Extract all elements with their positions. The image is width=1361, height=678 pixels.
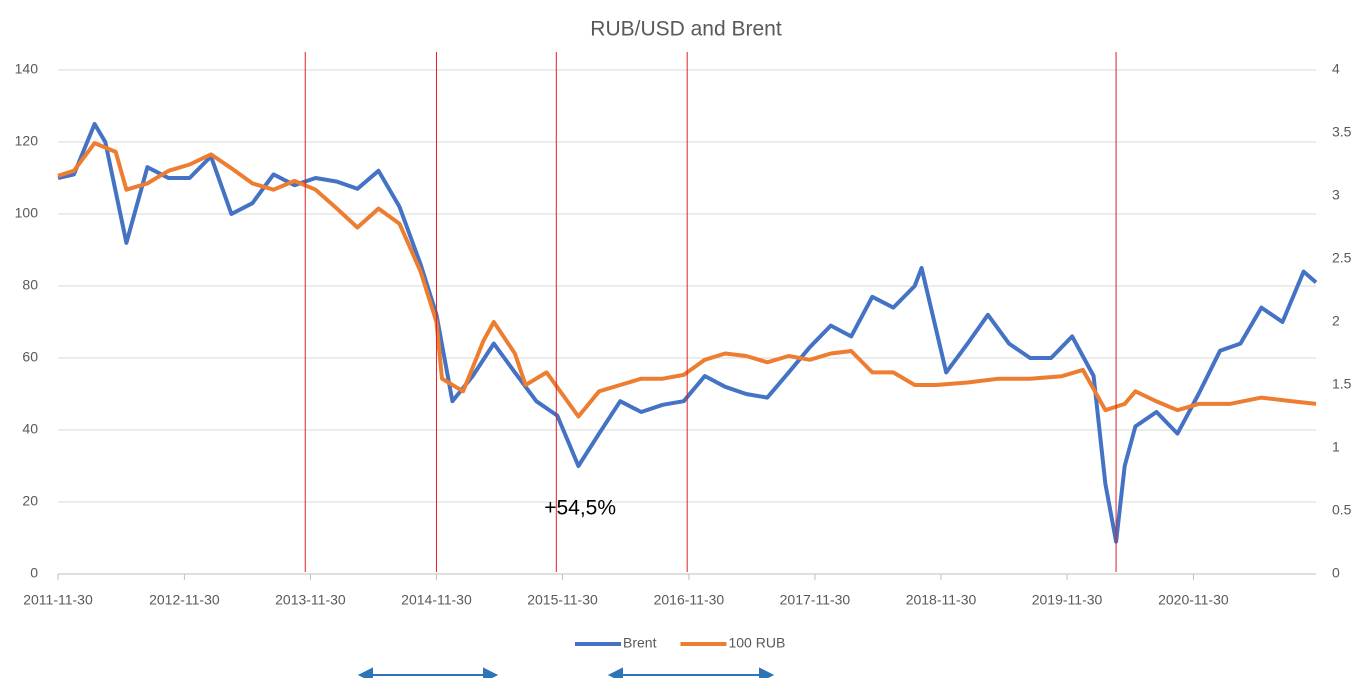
y2-tick-label: 3 bbox=[1332, 187, 1340, 203]
y-tick-label: 40 bbox=[22, 421, 38, 437]
y2-tick-label: 2 bbox=[1332, 313, 1340, 329]
y-tick-label: 60 bbox=[22, 349, 38, 365]
x-tick-label: 2014-11-30 bbox=[401, 592, 472, 608]
period-arrows bbox=[357, 667, 775, 678]
y2-tick-label: 3.5 bbox=[1332, 124, 1352, 140]
y2-tick-label: 4 bbox=[1332, 61, 1340, 77]
y-tick-label: 0 bbox=[30, 565, 38, 581]
chart-title: RUB/USD and Brent bbox=[590, 18, 782, 41]
y2-tick-label: 0.5 bbox=[1332, 502, 1352, 518]
legend-label: 100 RUB bbox=[728, 635, 785, 651]
y-tick-label: 20 bbox=[22, 493, 38, 509]
arrow-head bbox=[607, 667, 623, 678]
x-tick-label: 2020-11-30 bbox=[1158, 592, 1229, 608]
x-tick-label: 2019-11-30 bbox=[1032, 592, 1103, 608]
y-tick-label: 140 bbox=[15, 61, 39, 77]
y2-tick-label: 0 bbox=[1332, 565, 1340, 581]
y2-tick-label: 2.5 bbox=[1332, 250, 1352, 266]
y2-tick-label: 1 bbox=[1332, 439, 1340, 455]
y-tick-label: 120 bbox=[15, 133, 39, 149]
series-line bbox=[57, 141, 1317, 419]
x-tick-label: 2017-11-30 bbox=[780, 592, 851, 608]
y2-tick-label: 1.5 bbox=[1332, 376, 1352, 392]
x-tick-label: 2016-11-30 bbox=[654, 592, 725, 608]
arrow-head bbox=[759, 667, 775, 678]
y-tick-label: 100 bbox=[15, 205, 39, 221]
annotation: +54,5% bbox=[544, 497, 616, 520]
x-tick-label: 2013-11-30 bbox=[275, 592, 346, 608]
x-tick-label: 2011-11-30 bbox=[23, 592, 93, 608]
y-tick-label: 80 bbox=[22, 277, 38, 293]
x-tick-label: 2012-11-30 bbox=[149, 592, 220, 608]
arrow-head bbox=[357, 667, 373, 678]
x-tick-label: 2018-11-30 bbox=[906, 592, 977, 608]
series-line bbox=[57, 122, 1318, 544]
x-tick-label: 2015-11-30 bbox=[527, 592, 598, 608]
legend-label: Brent bbox=[623, 635, 657, 651]
arrow-head bbox=[483, 667, 499, 678]
